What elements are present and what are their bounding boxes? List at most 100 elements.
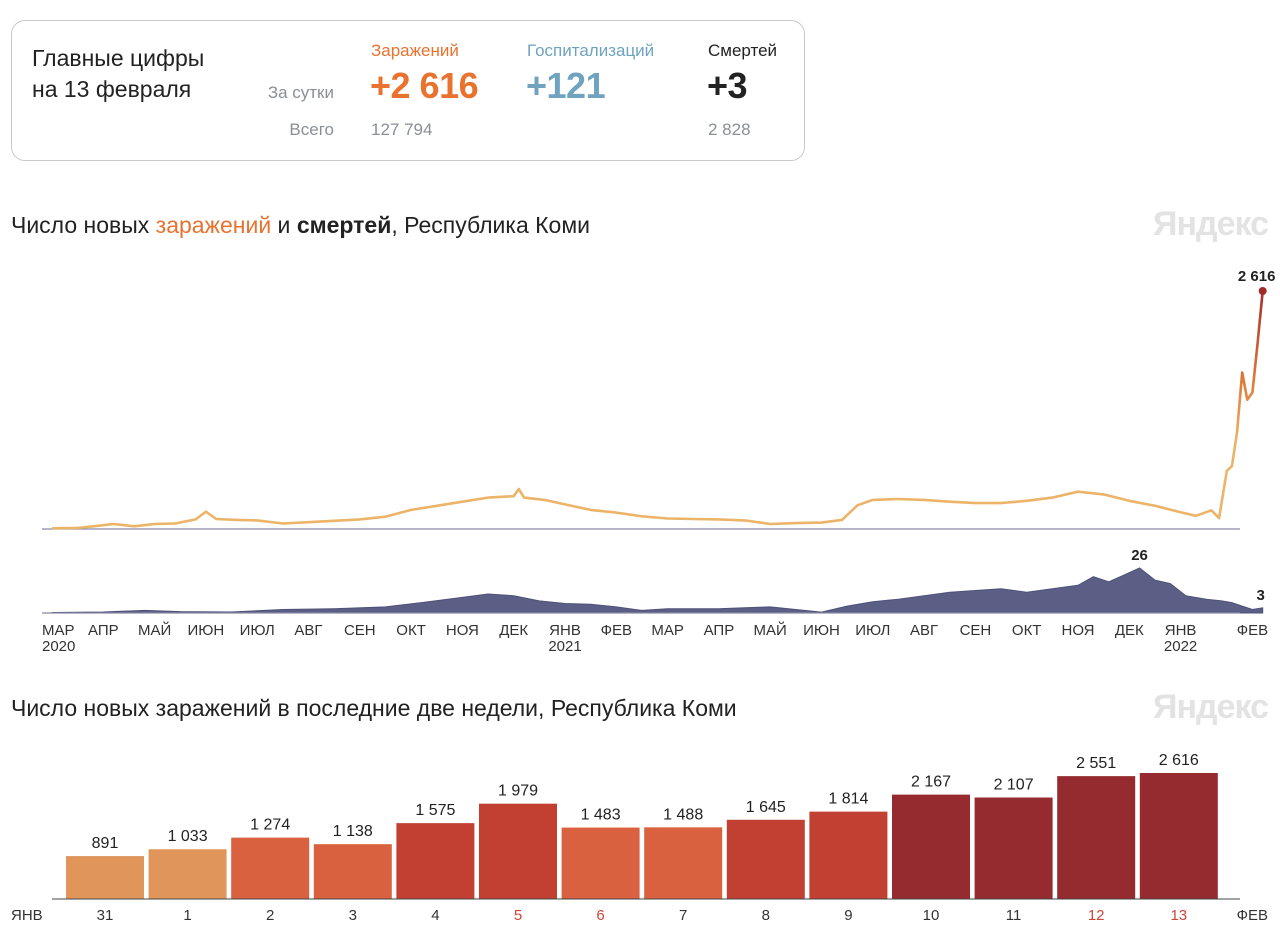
deaths-area	[51, 567, 1264, 614]
bar-category-label: 11	[1006, 907, 1022, 924]
bar-category-label: 12	[1088, 907, 1105, 924]
bar-value-label: 1 033	[168, 828, 208, 845]
bar-value-label: 1 274	[250, 817, 290, 834]
row-label-day: За сутки	[267, 83, 334, 102]
x-tick-label: ИЮН	[188, 622, 225, 639]
bar-value-label: 1 814	[828, 791, 868, 808]
bar-category-label: 2	[266, 907, 274, 924]
bar-value-label: 1 575	[415, 802, 455, 819]
summary-card: Главные цифры на 13 февраля За сутки Все…	[11, 20, 805, 161]
x-tick-label: СЕН	[960, 622, 992, 639]
bar	[313, 844, 392, 899]
hospitalizations-label: Госпитализаций	[527, 41, 655, 60]
x-tick-label: МАР	[651, 622, 684, 639]
bar-value-label: 1 979	[498, 783, 538, 800]
bar-value-label: 1 483	[581, 807, 621, 824]
max-deaths-label: 26	[1131, 547, 1148, 564]
row-label-total: Всего	[289, 120, 334, 139]
infections-series	[42, 287, 1267, 530]
bar-category-label: 3	[349, 907, 357, 924]
summary-title-line2: на 13 февраля	[32, 76, 192, 102]
x-tick-label: МАР	[42, 622, 75, 639]
bar-category-label: 6	[596, 907, 604, 924]
month-start-label: ЯНВ	[11, 907, 43, 924]
bar	[66, 856, 144, 899]
bar-category-label: 31	[97, 907, 114, 924]
bar-category-label: 8	[762, 907, 770, 924]
x-tick-label: ИЮН	[803, 622, 840, 639]
x-tick-label: ДЕК	[499, 622, 528, 639]
chart1-title-part2: и	[271, 212, 297, 238]
last-infections-label: 2 616	[1238, 268, 1276, 285]
x-tick-label: ЯНВ	[1165, 622, 1197, 639]
x-tick-label: ОКТ	[1012, 622, 1042, 639]
x-tick-label: ИЮЛ	[240, 622, 275, 639]
month-end-label: ФЕВ	[1237, 907, 1268, 924]
x-tick-label: АВГ	[910, 622, 938, 639]
bar-value-label: 2 167	[911, 774, 951, 791]
x-tick-label: ФЕВ	[1237, 622, 1268, 639]
bar-value-label: 1 645	[746, 799, 786, 816]
bar-value-label: 2 616	[1159, 752, 1199, 769]
bar-value-label: 2 551	[1076, 755, 1116, 772]
bar	[396, 823, 475, 899]
x-tick-label: МАЙ	[138, 621, 171, 639]
bar	[974, 797, 1053, 899]
chart1-title-part1: Число новых	[11, 212, 156, 238]
hospitalizations-day-value: +121	[526, 65, 606, 106]
x-tick-year: 2022	[1164, 638, 1197, 655]
bar	[561, 827, 640, 899]
summary-title-line1: Главные цифры	[32, 45, 205, 71]
x-tick-label: НОЯ	[446, 622, 479, 639]
x-tick-label: АПР	[88, 622, 119, 639]
bars: 891 1 033 1 274 1 138 1 575 1 979 1 483 1 488 1 …	[66, 752, 1218, 899]
bar-value-label: 891	[92, 835, 119, 852]
x-tick-label: ИЮЛ	[855, 622, 890, 639]
bar	[1139, 773, 1218, 899]
bar-value-label: 1 488	[663, 806, 703, 823]
chart2-title: Число новых заражений в последние две не…	[11, 695, 737, 721]
x-tick-label: АПР	[704, 622, 735, 639]
bar-category-label: 13	[1170, 907, 1187, 924]
chart1-title-part3: , Республика Коми	[391, 212, 590, 238]
x-tick-label: ДЕК	[1115, 622, 1144, 639]
x-tick-label: ФЕВ	[601, 622, 632, 639]
brand-logo-chart2: Яндекс	[1153, 688, 1269, 726]
summary-title: Главные цифры на 13 февраля	[32, 43, 262, 105]
x-tick-label: НОЯ	[1061, 622, 1094, 639]
deaths-day-value: +3	[707, 65, 748, 106]
bar-category-label: 1	[183, 907, 191, 924]
bar-category-label: 10	[923, 907, 940, 924]
infections-line	[51, 290, 1264, 530]
x-tick-label: СЕН	[344, 622, 376, 639]
bar	[1057, 776, 1136, 899]
deaths-label: Смертей	[708, 41, 778, 60]
infections-label: Заражений	[371, 41, 459, 60]
infections-day-value: +2 616	[370, 65, 479, 106]
chart1-title: Число новых заражений и смертей, Республ…	[11, 212, 590, 239]
bar-value-label: 2 107	[994, 777, 1034, 794]
deaths-total-value: 2 828	[708, 120, 751, 139]
last-deaths-label: 3	[1257, 587, 1265, 604]
bar-category-label: 9	[844, 907, 852, 924]
bar	[479, 803, 557, 899]
x-tick-label: ОКТ	[396, 622, 426, 639]
infections-total-value: 127 794	[371, 120, 433, 139]
x-tick-year: 2021	[548, 638, 581, 655]
bar	[809, 811, 888, 899]
brand-logo-chart1: Яндекс	[1153, 205, 1269, 243]
bar	[231, 837, 310, 899]
bar	[726, 819, 805, 899]
bar	[892, 794, 970, 899]
bar-value-label: 1 138	[333, 823, 373, 840]
chart1-title-infections: заражений	[155, 212, 272, 238]
x-tick-label: АВГ	[294, 622, 322, 639]
bar	[148, 849, 227, 899]
x-tick-label: МАЙ	[754, 621, 787, 639]
bar-category-label: 4	[431, 907, 439, 924]
chart1-title-deaths: смертей	[296, 212, 392, 238]
